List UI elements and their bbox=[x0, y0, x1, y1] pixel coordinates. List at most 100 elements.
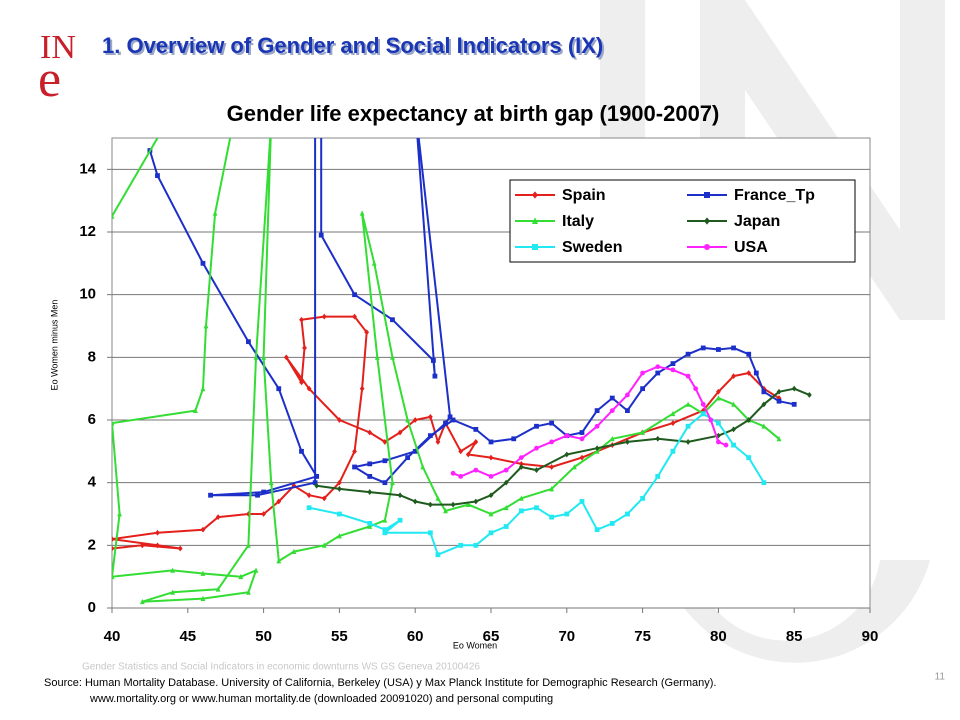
y-tick-label: 12 bbox=[79, 223, 96, 240]
marker bbox=[640, 370, 645, 376]
marker bbox=[534, 505, 539, 511]
marker bbox=[518, 460, 524, 467]
marker bbox=[314, 482, 320, 489]
marker bbox=[382, 439, 388, 445]
marker bbox=[382, 458, 388, 464]
marker bbox=[488, 439, 494, 445]
marker bbox=[200, 260, 206, 266]
x-tick-label: 60 bbox=[407, 628, 424, 645]
marker bbox=[609, 521, 615, 526]
marker bbox=[571, 464, 577, 470]
marker bbox=[200, 526, 206, 533]
marker bbox=[432, 373, 438, 379]
y-tick-label: 14 bbox=[79, 160, 96, 177]
marker bbox=[427, 413, 433, 420]
marker bbox=[203, 323, 209, 329]
marker bbox=[276, 498, 282, 505]
marker bbox=[291, 548, 297, 554]
marker bbox=[261, 489, 266, 495]
marker bbox=[382, 480, 388, 486]
marker bbox=[594, 448, 600, 454]
marker bbox=[299, 448, 304, 454]
marker bbox=[532, 244, 538, 250]
marker bbox=[306, 385, 312, 392]
marker bbox=[215, 586, 221, 592]
marker bbox=[640, 429, 645, 435]
marker bbox=[261, 511, 266, 517]
marker bbox=[450, 470, 456, 476]
marker bbox=[564, 433, 570, 439]
marker bbox=[420, 464, 426, 470]
marker bbox=[693, 386, 699, 392]
marker bbox=[670, 410, 676, 417]
marker bbox=[716, 395, 721, 401]
marker bbox=[367, 521, 373, 526]
marker bbox=[200, 570, 206, 576]
marker bbox=[112, 213, 115, 219]
y-axis-label: Eo Women minus Men bbox=[49, 300, 59, 391]
marker bbox=[700, 411, 706, 417]
marker bbox=[405, 417, 411, 423]
marker bbox=[488, 511, 494, 517]
marker bbox=[255, 492, 260, 498]
marker bbox=[685, 423, 691, 429]
marker bbox=[594, 445, 600, 452]
marker bbox=[670, 361, 676, 366]
marker bbox=[352, 292, 357, 298]
marker bbox=[192, 407, 198, 413]
marker bbox=[337, 511, 342, 517]
marker bbox=[397, 492, 403, 499]
marker bbox=[177, 545, 183, 552]
marker bbox=[473, 498, 479, 505]
logo-top: IN bbox=[40, 29, 76, 66]
marker bbox=[549, 439, 555, 445]
y-tick-label: 2 bbox=[88, 536, 96, 553]
marker bbox=[430, 358, 436, 363]
marker bbox=[670, 420, 676, 427]
marker bbox=[731, 426, 736, 433]
marker bbox=[139, 598, 145, 605]
marker bbox=[170, 567, 176, 573]
marker bbox=[723, 442, 729, 448]
marker bbox=[246, 589, 251, 595]
marker bbox=[443, 507, 448, 514]
marker bbox=[716, 420, 721, 426]
marker bbox=[212, 210, 218, 216]
legend-label: France_Tp bbox=[734, 187, 815, 204]
marker bbox=[640, 386, 645, 392]
x-tick-label: 70 bbox=[558, 628, 575, 645]
marker bbox=[488, 530, 494, 536]
marker bbox=[450, 417, 456, 423]
marker bbox=[170, 589, 176, 595]
marker bbox=[776, 435, 782, 442]
marker bbox=[518, 464, 524, 470]
x-tick-label: 85 bbox=[786, 628, 803, 645]
marker bbox=[112, 573, 115, 580]
marker bbox=[352, 464, 357, 470]
marker bbox=[299, 316, 304, 323]
marker bbox=[299, 379, 304, 386]
marker bbox=[397, 429, 403, 436]
marker bbox=[200, 595, 206, 601]
marker bbox=[435, 495, 441, 501]
marker bbox=[155, 542, 160, 549]
marker bbox=[405, 455, 411, 460]
marker bbox=[352, 448, 357, 455]
marker bbox=[473, 439, 479, 445]
marker bbox=[685, 439, 691, 445]
marker bbox=[314, 474, 320, 479]
legend-label: Japan bbox=[734, 213, 780, 230]
marker bbox=[534, 467, 539, 474]
marker bbox=[518, 455, 524, 460]
marker bbox=[806, 392, 812, 398]
marker bbox=[473, 427, 479, 432]
marker bbox=[112, 420, 115, 426]
marker bbox=[704, 217, 710, 225]
marker bbox=[761, 423, 767, 429]
marker bbox=[655, 435, 661, 442]
marker bbox=[321, 542, 327, 548]
series-line bbox=[112, 138, 780, 603]
marker bbox=[359, 210, 365, 216]
marker bbox=[746, 455, 752, 460]
marker bbox=[367, 429, 373, 436]
